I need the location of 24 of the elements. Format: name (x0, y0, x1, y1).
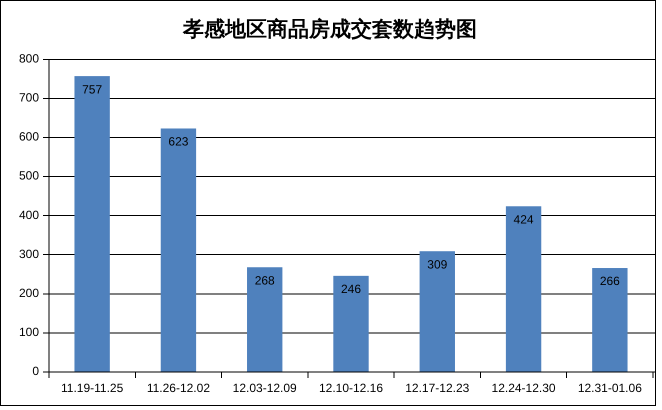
x-tick-label: 12.24-12.30 (492, 381, 556, 396)
title: 孝感地区商品房成交套数趋势图 (183, 16, 477, 41)
data-label: 623 (168, 134, 188, 149)
x-tick-label: 12.10-12.16 (318, 381, 384, 396)
x-tick-label: 12.17-12.23 (405, 381, 470, 396)
y-tick-label: 100 (18, 325, 39, 340)
y-tick-label: 400 (18, 208, 39, 222)
y-tick-label: 600 (18, 130, 39, 144)
y-tick-label: 0 (32, 364, 39, 378)
y-tick-label: 700 (18, 90, 39, 105)
y-tick-label: 300 (18, 246, 39, 261)
y-tick-label: 500 (18, 168, 39, 183)
x-tick-label: 11.19-11.25 (61, 381, 124, 396)
data-label: 309 (427, 257, 448, 272)
data-label: 424 (514, 212, 534, 226)
x-tick-label: 12.31-01.06 (578, 381, 642, 396)
y-tick-label: 800 (18, 51, 39, 66)
x-tick-label: 11.26-12.02 (146, 381, 210, 396)
data-label: 757 (82, 82, 102, 96)
data-label: 246 (340, 282, 362, 296)
x-tick-label: 12.03-12.09 (232, 381, 297, 396)
data-label: 266 (600, 274, 620, 288)
data-label: 268 (254, 273, 275, 288)
y-tick-label: 200 (18, 286, 39, 300)
